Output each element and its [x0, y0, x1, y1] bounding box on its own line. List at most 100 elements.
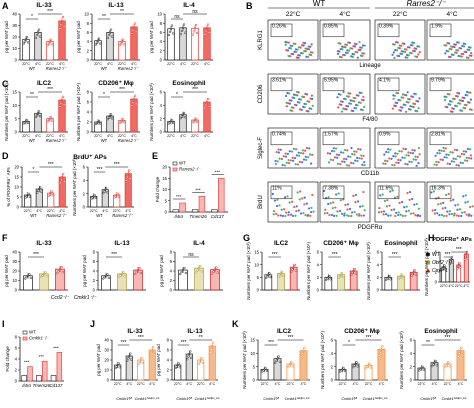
b-plot-frame: [426, 19, 474, 61]
b-density-point: [294, 42, 297, 46]
g-g_cd206-tick-label: 6: [317, 250, 320, 255]
j-j_il33-point: [129, 352, 132, 355]
b-density-point: [395, 91, 398, 94]
k-k_eos-point: [457, 355, 460, 358]
b-plot-frame: [426, 73, 474, 115]
k-k_eos-sig: **: [426, 340, 430, 346]
k-k_eos-point: [422, 368, 425, 371]
b-density-point: [307, 207, 311, 210]
b-density-point: [278, 157, 281, 160]
b-density-point: [352, 100, 356, 103]
b-density-point: [419, 214, 422, 218]
b-density-point: [345, 214, 348, 217]
i-bar-ko: [27, 366, 33, 382]
b-density-point: [407, 54, 410, 57]
b-density-point: [341, 100, 344, 103]
b-density-point: [447, 153, 450, 156]
b-density-point: [447, 55, 450, 58]
a-il13-point: [94, 43, 98, 46]
b-density-point: [308, 100, 311, 103]
d-pct-point: [39, 186, 42, 189]
j-j_il13-tick-label: 8: [167, 338, 170, 343]
b-density-point: [363, 164, 366, 167]
b-density-point: [400, 96, 403, 99]
b-density-point: [410, 95, 413, 98]
f-f_il4-point: [183, 266, 186, 270]
d-pct-group: Rarres2⁻/⁻: [46, 213, 67, 218]
g-g_ilc2-point: [291, 268, 294, 271]
b-density-point: [456, 41, 459, 44]
d-pct-point: [27, 192, 30, 195]
a-il13-point: [131, 29, 135, 32]
g-g_ilc2-sig: ***: [272, 252, 278, 258]
b-density-point: [414, 55, 417, 58]
b-density-point: [283, 164, 286, 167]
b-density-point: [338, 153, 341, 157]
b-density-point: [308, 147, 311, 150]
b-density-point: [380, 210, 383, 213]
j-j_il33-point: [150, 351, 153, 355]
g-g_eos-tick-label: 4: [377, 262, 380, 267]
d-num-ylabel: Numbers per WAT pad (×10³): [72, 158, 77, 216]
a-il13-tick-label: 2: [87, 48, 90, 53]
b-density-point: [416, 155, 419, 159]
b-density-point: [340, 110, 343, 113]
g-g_cd206-point: [350, 273, 353, 276]
b-density-point: [294, 163, 297, 166]
d-pct-group: WT: [30, 213, 37, 218]
b-density-point: [305, 55, 308, 58]
b-density-point: [342, 90, 345, 94]
j-j_il13-cat: 22°C: [174, 382, 182, 386]
b-density-point: [284, 40, 287, 44]
b-density-point: [448, 42, 451, 45]
b-density-point: [282, 155, 285, 158]
b-density-point: [272, 213, 275, 216]
j-j_il33-point: [137, 362, 140, 366]
b-density-point: [441, 158, 444, 161]
b-density-point: [298, 54, 301, 57]
b-density-point: [449, 199, 452, 202]
b-density-point: [436, 212, 439, 215]
b-density-point: [306, 55, 310, 59]
a-il13-cat: 22°C: [118, 62, 126, 66]
c-eos-tick-label: 4: [160, 103, 163, 108]
b-density-point: [466, 94, 469, 97]
g-g_ilc2-title: ILC2: [274, 240, 288, 247]
c-eos-point: [195, 120, 199, 123]
b-gate: [429, 185, 452, 200]
f-f_il13-ylabel: pg per WAT pad: [82, 255, 87, 287]
b-density-point: [354, 50, 357, 54]
c-cd206-ylabel: Numbers per WAT pad (×10⁴): [76, 83, 81, 141]
a-il13-tick-label: 10: [84, 12, 89, 17]
b-density-point: [279, 148, 282, 151]
j-j_il13-point: [187, 355, 190, 358]
b-density-point: [359, 101, 362, 104]
b-density-point: [382, 162, 385, 165]
h-chart-tick-label: 6: [435, 250, 438, 255]
b-density-point: [289, 109, 292, 112]
j-j_il33-title: IL-33: [127, 328, 143, 335]
d-num-point: [117, 195, 120, 198]
b-gate-percent: 9.79%: [431, 78, 446, 84]
b-density-point: [431, 209, 434, 212]
d-pct-tick-label: 20: [14, 165, 19, 170]
b-density-point: [277, 148, 280, 151]
e-bar-wt: [191, 209, 199, 213]
b-density-point: [304, 214, 307, 217]
b-density-point: [450, 160, 453, 163]
b-density-point: [391, 163, 394, 167]
a-il33-point: [58, 27, 62, 30]
b-density-point: [409, 108, 412, 111]
f-f_il33-point: [41, 274, 44, 277]
b-density-point: [284, 94, 288, 98]
a-il4-point: [180, 29, 184, 33]
b-density-point: [339, 93, 342, 96]
f-f_il13-title: IL-13: [114, 240, 130, 247]
b-density-point: [284, 214, 287, 218]
b-density-point: [337, 106, 340, 109]
b-density-point: [358, 213, 361, 216]
f-f_il4-tick-label: 4: [170, 269, 173, 274]
b-density-point: [457, 102, 460, 105]
k-k_ilc2-tick-label: 15: [250, 338, 255, 343]
j-j_il13-point: [201, 361, 204, 365]
